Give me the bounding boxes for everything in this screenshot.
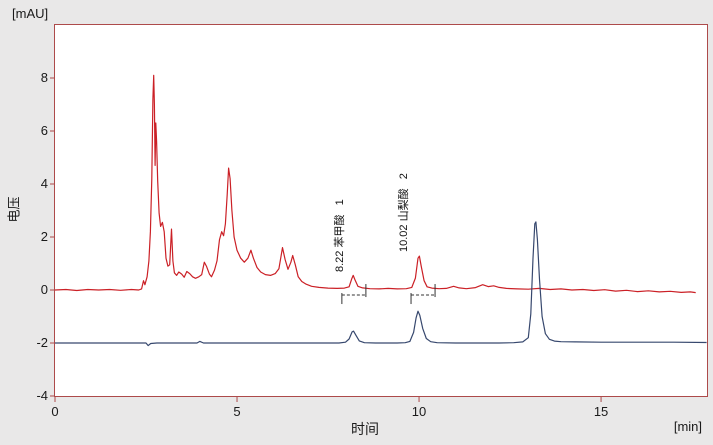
y-tick-label: 0 xyxy=(40,282,48,297)
x-unit-label: [min] xyxy=(673,419,702,434)
y-tick-label: 8 xyxy=(40,70,48,85)
peak-annotation-benzoic-acid: 8.22 苯甲酸 1 xyxy=(333,199,346,272)
x-tick-label: 10 xyxy=(411,404,427,419)
x-tick-label: 15 xyxy=(593,404,609,419)
y-unit-label: [mAU] xyxy=(12,6,49,21)
y-axis-label: 电压 xyxy=(6,196,22,223)
y-tick-label: 6 xyxy=(40,123,48,138)
y-tick-label: 2 xyxy=(40,229,48,244)
x-axis-label: 时间 xyxy=(351,421,379,437)
plot-area xyxy=(54,24,708,397)
x-tick-label: 0 xyxy=(51,404,59,419)
peak-annotation-sorbic-acid: 10.02 山梨酸 2 xyxy=(398,173,411,253)
x-tick-label: 5 xyxy=(233,404,241,419)
y-tick-label: 4 xyxy=(40,176,48,191)
y-tick-label: -2 xyxy=(36,335,48,350)
y-tick-label: -4 xyxy=(36,388,48,403)
